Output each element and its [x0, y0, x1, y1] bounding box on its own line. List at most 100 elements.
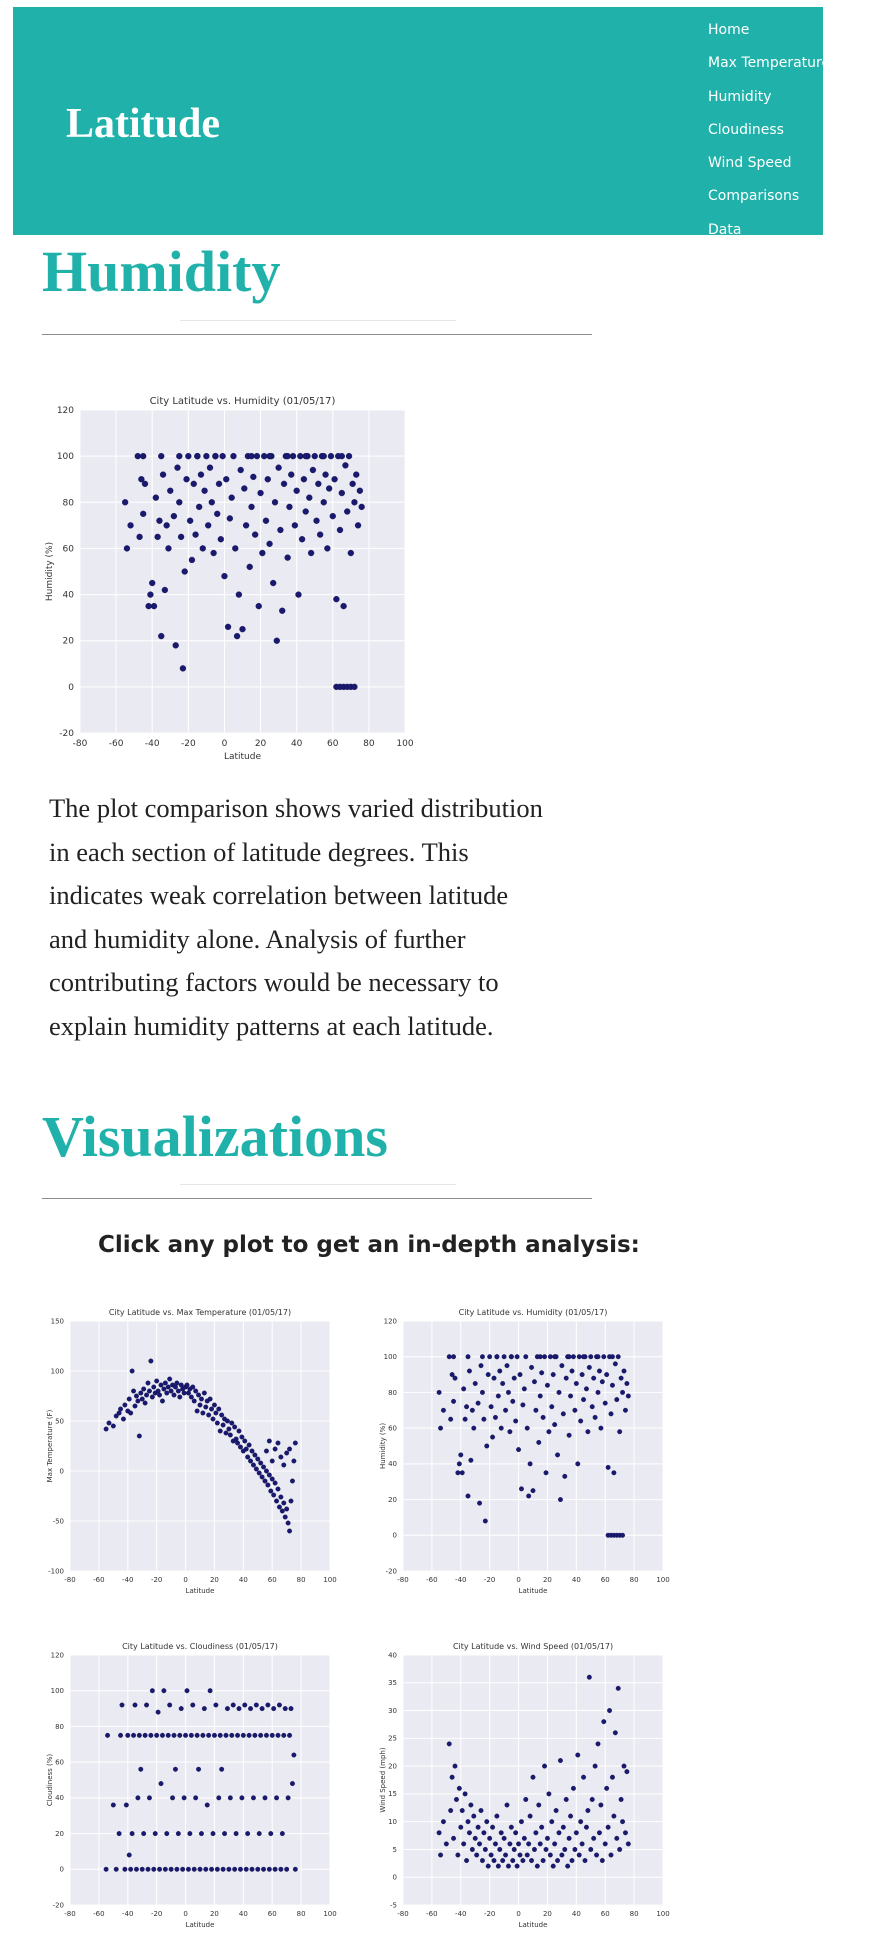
- data-point: [594, 1852, 600, 1858]
- x-tick-label: 100: [396, 739, 413, 749]
- x-tick-label: -20: [181, 739, 196, 749]
- data-point: [271, 1492, 277, 1498]
- data-point: [291, 1458, 297, 1464]
- x-tick-label: -20: [484, 1910, 495, 1918]
- data-point: [141, 1386, 147, 1392]
- nav-item-data[interactable]: Data: [708, 221, 742, 238]
- data-point: [105, 1732, 111, 1738]
- data-point: [116, 1831, 122, 1837]
- wind-speed-plot[interactable]: -80 -60 -40 -20 0 20 40 60 80 100 -5 0 5 10 15 20 25 30 35…: [375, 1636, 675, 1942]
- navbar-brand[interactable]: Latitude: [66, 101, 221, 147]
- x-tick-label: -40: [455, 1910, 466, 1918]
- data-point: [544, 1382, 550, 1388]
- data-point: [510, 1858, 516, 1864]
- data-point: [156, 517, 163, 524]
- cloudiness-plot[interactable]: -80 -60 -40 -20 0 20 40 60 80 100 -20 0 20 40 60 80 100 1…: [42, 1636, 342, 1942]
- y-tick-label: 100: [51, 1687, 64, 1695]
- data-point: [455, 1470, 461, 1476]
- data-point: [458, 1452, 464, 1458]
- data-point: [491, 1375, 497, 1381]
- data-point: [211, 1402, 217, 1408]
- y-tick-label: 40: [63, 591, 75, 601]
- data-point: [620, 1389, 626, 1395]
- heading-divider: [42, 1198, 592, 1199]
- y-tick-label: 40: [388, 1460, 397, 1468]
- data-point: [586, 1364, 592, 1370]
- humidity-plot-thumbnail[interactable]: -80 -60 -40 -20 0 20 40 60 80 100 -20 0 20 40 60 80 100 1…: [375, 1302, 675, 1608]
- data-point: [237, 466, 244, 474]
- data-point: [514, 1354, 520, 1360]
- y-tick-label: 0: [393, 1532, 397, 1540]
- data-point: [313, 517, 320, 524]
- x-axis-label: Latitude: [186, 1587, 215, 1595]
- y-tick-label: 120: [51, 1651, 64, 1659]
- data-point: [438, 1425, 444, 1431]
- data-point: [127, 522, 134, 529]
- data-point: [215, 480, 223, 487]
- data-point: [595, 1741, 601, 1747]
- data-point: [110, 1802, 116, 1808]
- data-point: [569, 1858, 575, 1864]
- data-point: [615, 1685, 621, 1691]
- y-tick-label: 100: [57, 452, 74, 462]
- data-point: [456, 1785, 462, 1791]
- data-point: [517, 1372, 523, 1378]
- data-point: [207, 1396, 213, 1402]
- data-point: [178, 1706, 184, 1712]
- nav-item-wind-speed[interactable]: Wind Speed: [708, 155, 792, 172]
- data-point: [226, 1866, 232, 1872]
- data-point: [530, 1774, 536, 1780]
- data-point: [123, 1802, 129, 1808]
- nav-item-cloudiness[interactable]: Cloudiness: [708, 121, 784, 138]
- data-point: [511, 1846, 517, 1852]
- data-point: [449, 1372, 455, 1378]
- data-point: [167, 1376, 173, 1382]
- max-temperature-plot[interactable]: -80 -60 -40 -20 0 20 40 60 80 100 -100 -50 0 50 100 150…: [42, 1302, 342, 1608]
- data-point: [475, 1400, 481, 1406]
- data-point: [194, 1732, 200, 1738]
- data-point: [199, 545, 206, 552]
- nav-item-comparisons[interactable]: Comparisons: [708, 188, 800, 205]
- data-point: [461, 1386, 467, 1392]
- data-point: [505, 1863, 511, 1869]
- y-tick-label: 20: [55, 1830, 64, 1838]
- data-point: [547, 1354, 553, 1360]
- nav-item-humidity[interactable]: Humidity: [708, 88, 772, 105]
- nav-menu: Home Max Temperature Humidity Cloudiness Win…: [708, 14, 891, 247]
- data-point: [604, 1372, 610, 1378]
- data-point: [456, 1461, 462, 1467]
- data-point: [138, 476, 145, 483]
- data-point: [284, 452, 291, 460]
- data-point: [503, 1407, 509, 1413]
- data-point: [461, 1841, 467, 1847]
- data-point: [624, 1769, 630, 1775]
- data-point: [553, 1808, 559, 1814]
- data-point: [175, 1388, 181, 1394]
- data-point: [572, 1846, 578, 1852]
- chart-title: City Latitude vs. Max Temperature (01/05…: [109, 1308, 291, 1317]
- data-point: [552, 1841, 558, 1847]
- data-point: [248, 1458, 254, 1464]
- data-point: [446, 1354, 452, 1360]
- data-point: [596, 1368, 602, 1374]
- data-point: [490, 1824, 496, 1830]
- nav-item-home[interactable]: Home: [708, 22, 750, 38]
- data-point: [586, 1674, 592, 1680]
- data-point: [508, 1824, 514, 1830]
- data-point: [485, 1863, 491, 1869]
- data-point: [136, 1433, 142, 1439]
- y-tick-label: 15: [388, 1790, 397, 1798]
- visualizations-heading: Visualizations: [42, 1104, 388, 1169]
- data-point: [596, 1830, 602, 1836]
- data-point: [201, 1706, 207, 1712]
- data-point: [262, 517, 270, 524]
- data-point: [235, 1732, 241, 1738]
- data-point: [620, 1532, 626, 1538]
- data-point: [523, 1354, 529, 1360]
- data-point: [568, 1813, 574, 1819]
- data-point: [201, 1390, 207, 1396]
- data-point: [322, 471, 329, 478]
- nav-item-max-temperature[interactable]: Max Temperature: [708, 55, 831, 72]
- x-tick-label: 80: [297, 1576, 306, 1584]
- data-point: [148, 1732, 154, 1738]
